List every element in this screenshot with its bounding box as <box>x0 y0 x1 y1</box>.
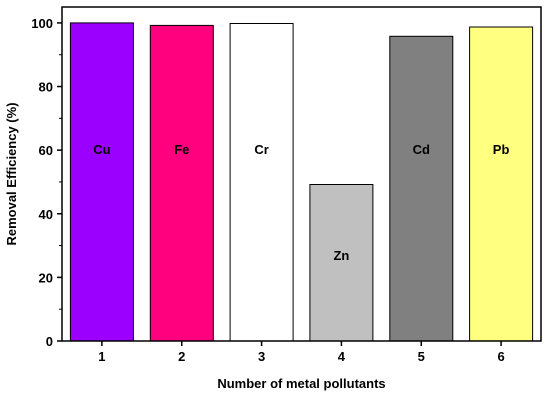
x-tick-label: 2 <box>178 349 185 364</box>
y-tick-label: 60 <box>39 143 53 158</box>
x-tick-label: 3 <box>258 349 265 364</box>
x-axis-title: Number of metal pollutants <box>217 376 385 391</box>
bar-cr <box>229 23 294 342</box>
bar-cd <box>389 35 454 342</box>
bar-label-cd: Cd <box>413 142 430 157</box>
bar-label-fe: Fe <box>174 142 189 157</box>
y-tick-label: 80 <box>39 80 53 95</box>
bar-label-pb: Pb <box>493 142 510 157</box>
y-tick-label: 100 <box>31 16 53 31</box>
plot-frame <box>61 6 542 342</box>
bar-pb <box>469 26 534 342</box>
bar-label-cu: Cu <box>93 142 110 157</box>
y-tick-label: 20 <box>39 270 53 285</box>
y-tick-label: 0 <box>46 334 53 349</box>
bar-label-cr: Cr <box>254 142 268 157</box>
x-tick-label: 5 <box>418 349 425 364</box>
bar-label-zn: Zn <box>333 248 349 263</box>
x-tick-label: 4 <box>338 349 346 364</box>
bar-fe <box>149 24 214 342</box>
y-axis-title: Removal Efficiency (%) <box>4 102 19 245</box>
bar-zn <box>309 184 374 342</box>
y-tick-label: 40 <box>39 207 53 222</box>
bar-cu <box>69 22 134 342</box>
x-tick-label: 1 <box>98 349 105 364</box>
x-tick-label: 6 <box>497 349 504 364</box>
